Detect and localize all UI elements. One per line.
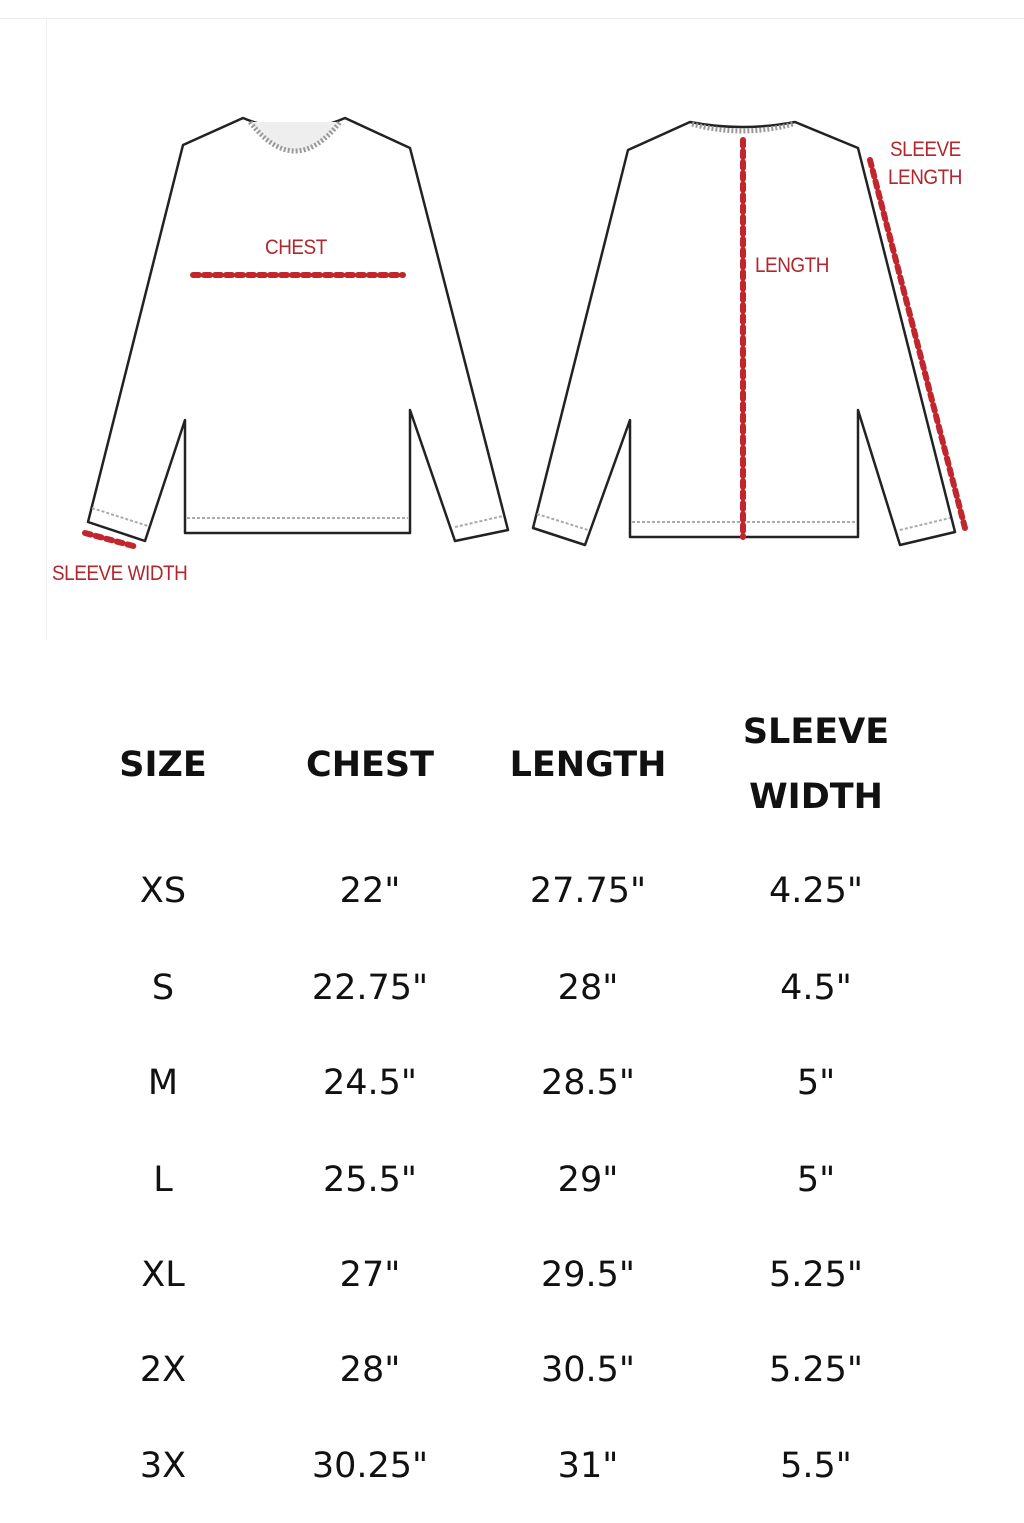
cell-sleeve-width: 5"	[796, 1160, 836, 1200]
cell-length: 28"	[557, 968, 619, 1008]
cell-size: M	[147, 1063, 179, 1103]
top-divider	[0, 18, 1024, 19]
cell-size: 2X	[139, 1350, 187, 1390]
cell-chest: 27"	[339, 1255, 401, 1295]
cell-chest: 25.5"	[322, 1160, 418, 1200]
cell-chest: 22"	[339, 871, 401, 911]
header-chest: CHEST	[306, 745, 434, 785]
cell-length: 28.5"	[540, 1063, 636, 1103]
cell-length: 31"	[557, 1446, 619, 1486]
length-label: LENGTH	[755, 254, 829, 277]
cell-size: 3X	[139, 1446, 187, 1486]
cell-sleeve-width: 4.25"	[768, 871, 864, 911]
cell-chest: 30.25"	[311, 1446, 429, 1486]
sleeve-length-label-line2: LENGTH	[888, 166, 962, 189]
shirt-diagram	[82, 116, 969, 550]
cell-size: XL	[141, 1255, 185, 1295]
header-length: LENGTH	[509, 745, 667, 785]
sleeve-length-label-line1: SLEEVE	[890, 138, 961, 161]
sleeve-length-measure-line	[867, 157, 969, 535]
cell-chest: 28"	[339, 1350, 401, 1390]
cell-size: XS	[139, 871, 187, 911]
front-shirt-illustration	[86, 116, 510, 543]
cell-length: 29.5"	[540, 1255, 636, 1295]
cell-sleeve-width: 5.25"	[768, 1350, 864, 1390]
sleeve-width-label: SLEEVE WIDTH	[52, 562, 188, 585]
cell-length: 29"	[557, 1160, 619, 1200]
header-sleeve-width-line1: SLEEVE	[742, 712, 890, 752]
chest-label: CHEST	[265, 236, 327, 259]
left-divider	[46, 20, 47, 640]
sleeve-width-measure-line	[82, 530, 140, 550]
cell-sleeve-width: 5"	[796, 1063, 836, 1103]
cell-size: S	[151, 968, 175, 1008]
cell-sleeve-width: 5.5"	[780, 1446, 852, 1486]
cell-size: L	[153, 1160, 173, 1200]
cell-sleeve-width: 4.5"	[780, 968, 852, 1008]
header-size: SIZE	[119, 745, 207, 785]
cell-chest: 24.5"	[322, 1063, 418, 1103]
cell-sleeve-width: 5.25"	[768, 1255, 864, 1295]
header-sleeve-width-line2: WIDTH	[749, 777, 883, 817]
cell-length: 27.75"	[529, 871, 647, 911]
cell-length: 30.5"	[540, 1350, 636, 1390]
cell-chest: 22.75"	[311, 968, 429, 1008]
